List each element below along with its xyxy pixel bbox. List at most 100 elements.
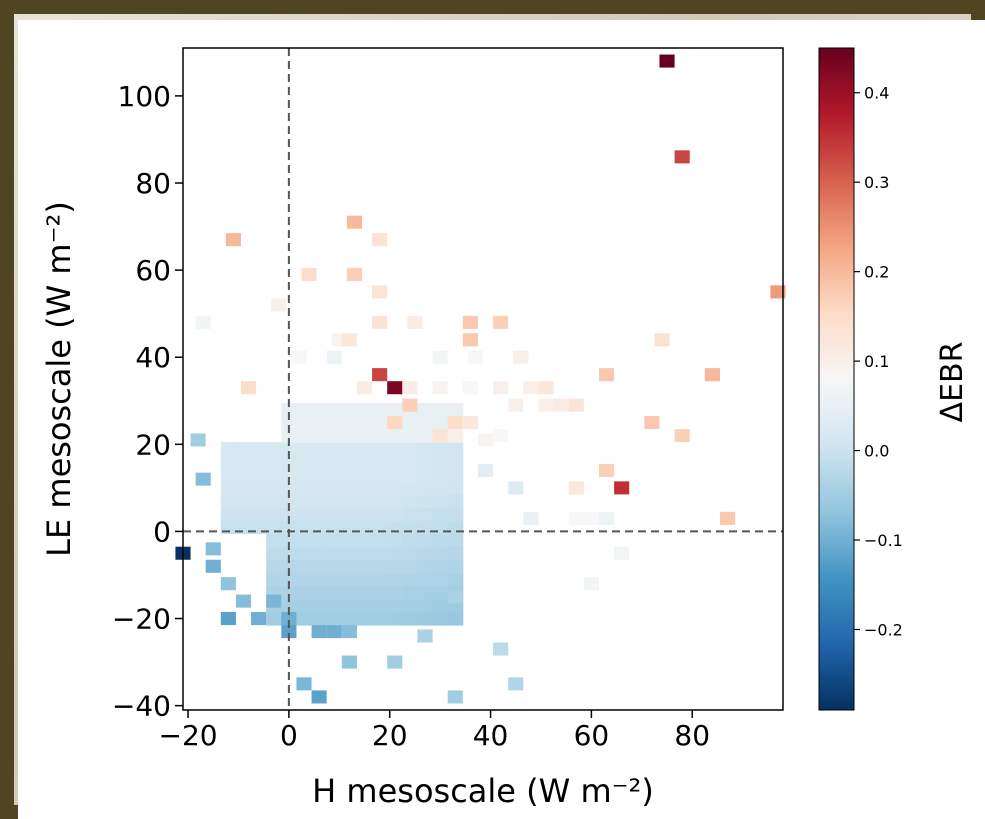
heatmap-cell <box>281 625 297 639</box>
heatmap-cell <box>356 533 373 548</box>
heatmap-cell <box>387 572 403 587</box>
heatmap-cell <box>432 533 449 548</box>
heatmap-cell <box>372 559 388 574</box>
heatmap-cell <box>235 481 252 495</box>
y-tick-label: 60 <box>135 254 171 287</box>
heatmap-cell <box>296 481 313 495</box>
heatmap-cell <box>266 442 282 456</box>
heatmap-cell <box>296 546 313 561</box>
heatmap-cell <box>266 559 282 574</box>
heatmap-cell <box>311 494 328 508</box>
heatmap-cell <box>281 598 297 613</box>
heatmap-cell <box>220 455 237 469</box>
heatmap-cell <box>271 298 287 312</box>
heatmap-cell <box>281 429 297 443</box>
heatmap-cell <box>296 402 313 417</box>
heatmap-cell <box>614 546 630 560</box>
heatmap-cell <box>644 416 660 430</box>
heatmap-cell <box>402 559 418 574</box>
heatmap-cell <box>356 585 373 600</box>
figure-panel: −20 0 20 40 60 80 −40 −20 0 20 40 60 80 100 H mesoscal… <box>18 20 985 819</box>
heatmap-cell <box>614 481 630 495</box>
heatmap-cell <box>341 546 358 561</box>
heatmap-cell <box>326 468 343 482</box>
heatmap-cell <box>417 629 433 643</box>
heatmap-cell <box>281 494 297 508</box>
heatmap-cell <box>220 468 237 482</box>
heatmap-cell <box>598 463 615 477</box>
heatmap-cell <box>372 315 388 329</box>
heatmap-cell <box>447 494 464 508</box>
heatmap-cell <box>326 402 343 417</box>
heatmap-cell <box>417 507 434 522</box>
heatmap-cell <box>356 572 373 587</box>
heatmap-cell <box>296 494 313 508</box>
heatmap-cell <box>296 533 313 548</box>
heatmap-cell <box>326 494 343 508</box>
heatmap-cell <box>508 677 524 691</box>
heatmap-cell <box>447 590 463 604</box>
heatmap-cell <box>266 612 282 626</box>
heatmap-cell <box>220 481 237 495</box>
heatmap-cell <box>341 625 357 639</box>
heatmap-cell <box>311 442 328 456</box>
heatmap-cell <box>417 494 434 508</box>
heatmap-cell <box>432 559 449 574</box>
heatmap-cell <box>341 455 358 469</box>
heatmap-cell <box>311 402 328 417</box>
heatmap-cell <box>311 507 328 522</box>
heatmap-cell <box>402 612 418 626</box>
heatmap-cell <box>417 559 434 574</box>
heatmap-cell <box>402 416 418 430</box>
heatmap-cell <box>235 494 252 508</box>
heatmap-cell <box>266 468 282 482</box>
heatmap-cell <box>341 533 358 548</box>
heatmap-cell <box>356 416 373 430</box>
colorbar-tick-label: 0.4 <box>864 84 889 103</box>
heatmap-cell <box>432 546 449 561</box>
heatmap-cell <box>296 612 313 626</box>
heatmap-cell <box>513 350 529 364</box>
heatmap-cell <box>356 381 373 395</box>
heatmap-cell <box>402 546 418 561</box>
heatmap-cell <box>508 481 524 495</box>
heatmap-cell <box>432 494 449 508</box>
heatmap-cell <box>447 690 463 704</box>
x-tick-label: −20 <box>158 719 217 752</box>
heatmap-cell <box>372 468 388 482</box>
heatmap-cell <box>326 350 342 364</box>
heatmap-cell <box>356 468 373 482</box>
heatmap-cell <box>266 455 282 469</box>
heatmap-cell <box>251 468 267 482</box>
colorbar-tick-label: −0.2 <box>864 620 903 639</box>
heatmap-cell <box>447 572 464 587</box>
heatmap-cell <box>432 381 448 395</box>
heatmap-cell <box>387 442 403 456</box>
heatmap-cell <box>266 594 282 608</box>
heatmap-cell <box>674 150 690 164</box>
heatmap-cell <box>311 559 328 574</box>
heatmap-cell <box>326 625 342 639</box>
heatmap-cell <box>387 585 403 600</box>
heatmap-cell <box>387 612 403 626</box>
heatmap-cell <box>311 598 328 613</box>
heatmap-cell <box>432 442 449 456</box>
heatmap-cell <box>402 598 418 613</box>
heatmap-cell <box>326 585 343 600</box>
heatmap-cell <box>235 455 252 469</box>
heatmap-cell <box>387 598 403 613</box>
heatmap-cell <box>447 612 464 626</box>
heatmap-cell <box>266 481 282 495</box>
heatmap-cell <box>462 333 478 347</box>
heatmap-cell <box>402 585 418 600</box>
heatmap-cell <box>296 455 313 469</box>
heatmap-cell <box>341 572 358 587</box>
heatmap-cell <box>341 481 358 495</box>
heatmap-cell <box>372 402 388 417</box>
heatmap-cell <box>266 572 282 587</box>
heatmap-cell <box>432 416 449 430</box>
heatmap-cell <box>311 429 328 443</box>
heatmap-cell <box>493 381 509 395</box>
heatmap-cell <box>477 463 494 477</box>
